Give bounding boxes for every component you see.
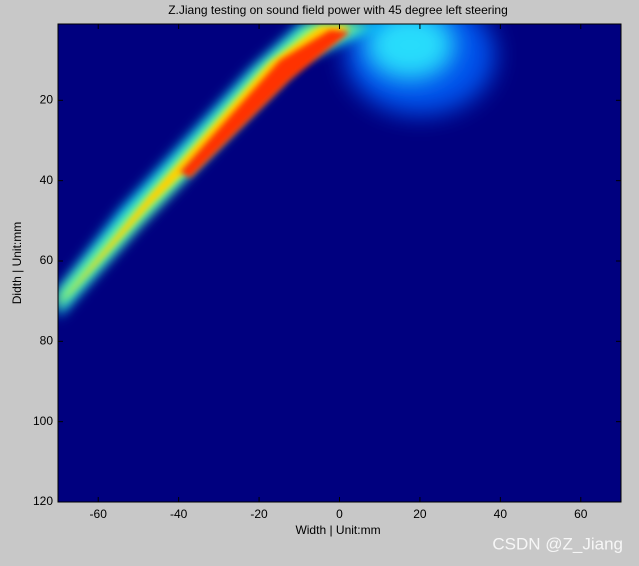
field-image xyxy=(58,24,495,318)
y-tick-label: 40 xyxy=(40,173,54,187)
y-tick-label: 20 xyxy=(40,92,54,106)
x-axis-label: Width | Unit:mm xyxy=(295,523,380,537)
y-tick-label: 120 xyxy=(33,494,53,508)
x-tick-label: 60 xyxy=(574,507,588,521)
x-tick-label: 40 xyxy=(494,507,508,521)
x-tick-label: 20 xyxy=(413,507,427,521)
chart-title: Z.Jiang testing on sound field power wit… xyxy=(168,3,508,17)
x-tick-label: -40 xyxy=(170,507,188,521)
y-tick-label: 80 xyxy=(40,333,54,347)
y-axis-label: Didth | Unit:mm xyxy=(10,222,24,304)
y-tick-label: 60 xyxy=(40,253,54,267)
x-tick-label: 0 xyxy=(336,507,343,521)
y-tick-label: 100 xyxy=(33,414,53,428)
x-tick-label: -60 xyxy=(90,507,108,521)
watermark: CSDN @Z_Jiang xyxy=(492,534,623,553)
plot-area xyxy=(58,24,621,502)
x-tick-label: -20 xyxy=(250,507,268,521)
